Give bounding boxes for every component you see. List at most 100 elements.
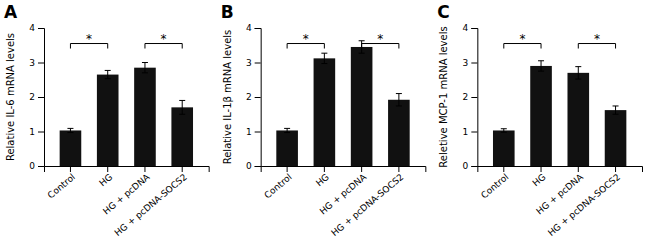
tick-mark xyxy=(107,166,108,172)
error-bar xyxy=(613,106,619,114)
tick: 0 xyxy=(29,161,44,171)
tick: HG xyxy=(314,166,331,188)
panel-label: C xyxy=(437,2,449,22)
axis-line xyxy=(255,29,262,167)
figure: **01234ControlHGHG + pcDNAHG + pcDNA-SOC… xyxy=(0,0,650,236)
panel: **01234ControlHGHG + pcDNAHG + pcDNA-SOC… xyxy=(4,2,209,236)
tick: HG xyxy=(531,166,548,188)
error-bar xyxy=(321,53,327,63)
significance-label: * xyxy=(303,32,309,46)
tick: 0 xyxy=(246,161,261,171)
tick-mark xyxy=(324,166,325,172)
plot-area: **01234ControlHGHG + pcDNAHG + pcDNA-SOC… xyxy=(222,23,426,236)
tick-label: Control xyxy=(262,172,293,201)
tick: 3 xyxy=(463,58,478,68)
error-bar xyxy=(501,129,507,132)
y-axis: 0 1 2 3 4 xyxy=(246,23,261,171)
tick-mark xyxy=(144,166,145,172)
tick-label: 3 xyxy=(29,58,35,68)
tick-mark xyxy=(398,166,399,172)
panel-label: B xyxy=(221,2,234,22)
tick: 4 xyxy=(29,23,44,33)
marks xyxy=(276,41,409,166)
tick-mark xyxy=(255,63,261,64)
tick-mark xyxy=(541,166,542,172)
bar xyxy=(171,107,193,166)
tick-mark xyxy=(38,63,44,64)
tick-mark xyxy=(38,166,44,167)
tick-mark xyxy=(503,166,504,172)
bar xyxy=(351,47,373,166)
axis-line xyxy=(471,29,478,167)
axis-line xyxy=(261,167,426,173)
tick-label: 1 xyxy=(29,127,35,137)
axis-line xyxy=(38,29,45,167)
tick: Control xyxy=(479,166,510,200)
tick-mark xyxy=(38,28,44,29)
tick: Control xyxy=(262,166,293,200)
panel: **01234ControlHGHG + pcDNAHG + pcDNA-SOC… xyxy=(221,2,426,236)
error-bar xyxy=(284,128,290,132)
significance-label: * xyxy=(519,32,525,46)
significance-label: * xyxy=(86,32,92,46)
tick: 0 xyxy=(463,161,478,171)
y-axis: 0 1 2 3 4 xyxy=(29,23,44,171)
plot-area: **01234ControlHGHG + pcDNAHG + pcDNA-SOC… xyxy=(438,23,642,236)
tick-mark xyxy=(471,132,477,133)
tick-mark xyxy=(578,166,579,172)
error-bar xyxy=(105,70,111,78)
tick-label: Control xyxy=(46,172,77,201)
tick: 4 xyxy=(246,23,261,33)
axis-line xyxy=(478,167,643,173)
y-axis-title: Relative IL-1β mRNA levels xyxy=(222,30,233,165)
y-axis: 01234 xyxy=(463,23,478,171)
tick-mark xyxy=(471,166,477,167)
tick-label: 4 xyxy=(246,23,252,33)
tick: 2 xyxy=(29,92,44,102)
significance-label: * xyxy=(377,32,383,46)
tick-label: 4 xyxy=(463,23,469,33)
marks xyxy=(60,44,193,166)
tick-label: 2 xyxy=(246,92,252,102)
tick: HG + pcDNA-SOCS2 xyxy=(329,166,405,236)
tick: 2 xyxy=(246,92,261,102)
tick-mark xyxy=(70,166,71,172)
tick-mark xyxy=(255,28,261,29)
bar xyxy=(60,130,82,166)
tick: 3 xyxy=(246,58,261,68)
tick-label: 2 xyxy=(29,92,35,102)
error-bar xyxy=(179,100,185,114)
tick-mark xyxy=(38,132,44,133)
tick: 4 xyxy=(463,23,478,33)
tick-label: 3 xyxy=(463,58,469,68)
tick-label: 1 xyxy=(246,127,252,137)
plot-area: **01234ControlHGHG + pcDNAHG + pcDNA-SOC… xyxy=(5,23,209,236)
tick-label: HG + pcDNA-SOCS2 xyxy=(329,172,405,236)
tick-mark xyxy=(471,97,477,98)
marks xyxy=(493,44,626,166)
panel-label: A xyxy=(4,2,18,22)
bar xyxy=(605,110,627,166)
tick-label: 3 xyxy=(246,58,252,68)
tick-label: HG xyxy=(314,172,331,189)
tick-label: HG + pcDNA-SOCS2 xyxy=(546,172,622,236)
tick-label: 0 xyxy=(246,161,252,171)
error-bar xyxy=(396,94,402,106)
tick-mark xyxy=(255,166,261,167)
tick-mark xyxy=(361,166,362,172)
tick-mark xyxy=(182,166,183,172)
y-axis-title: Reletive MCP-1 mRNA levels xyxy=(438,26,449,167)
tick: 1 xyxy=(29,127,44,137)
x-axis: ControlHGHG + pcDNAHG + pcDNA-SOCS2 xyxy=(478,166,643,236)
tick-label: 4 xyxy=(29,23,35,33)
tick-label: Control xyxy=(479,172,510,201)
bar xyxy=(97,75,119,166)
tick-label: 2 xyxy=(463,92,469,102)
tick-mark xyxy=(471,28,477,29)
tick-mark xyxy=(471,63,477,64)
y-axis-title: Relative IL-6 mRNA levels xyxy=(5,33,16,161)
tick-label: 0 xyxy=(29,161,35,171)
tick-label: HG xyxy=(531,172,548,189)
x-axis: ControlHGHG + pcDNAHG + pcDNA-SOCS2 xyxy=(261,166,426,236)
panel: **01234ControlHGHG + pcDNAHG + pcDNA-SOC… xyxy=(437,2,642,236)
